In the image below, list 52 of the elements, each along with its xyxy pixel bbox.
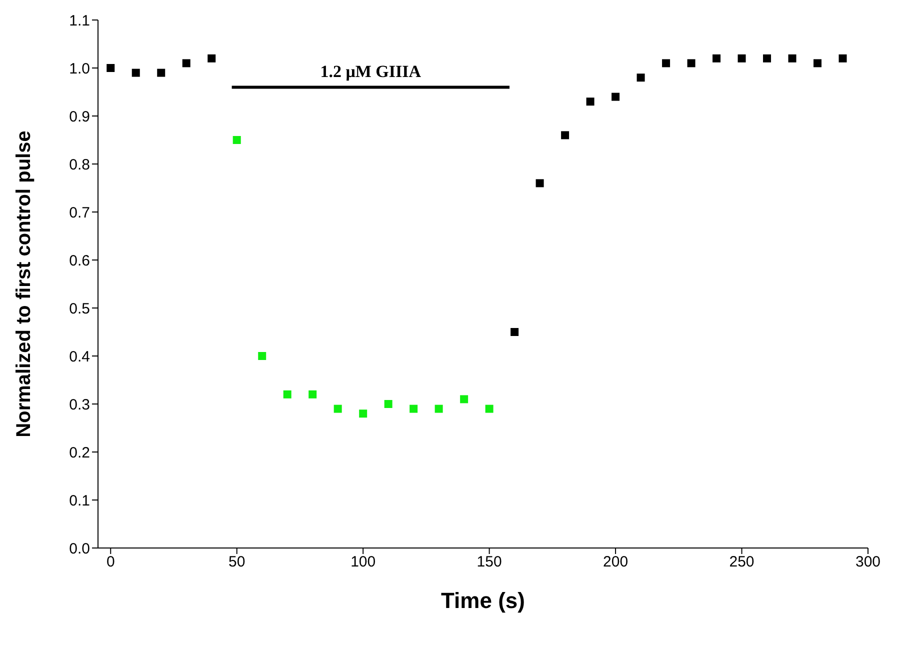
point	[763, 54, 772, 62]
x-tick-label: 300	[855, 554, 881, 571]
y-axis-title: Normalized to first control pulse	[13, 130, 36, 438]
x-tick-label: 150	[476, 554, 502, 571]
y-tick-label: 0.0	[69, 540, 90, 558]
x-tick-label: 0	[106, 554, 115, 571]
y-tick-label: 0.3	[69, 396, 90, 414]
x-tick-label: 200	[603, 554, 628, 571]
point	[434, 404, 443, 413]
point	[384, 400, 392, 408]
point	[258, 352, 266, 360]
point	[232, 136, 241, 144]
point	[308, 390, 317, 398]
point	[182, 59, 190, 68]
point	[687, 59, 696, 68]
point	[738, 54, 746, 62]
point	[410, 404, 418, 413]
point	[586, 98, 594, 106]
point	[485, 404, 494, 413]
y-tick-label: 0.6	[69, 252, 90, 270]
y-tick-label: 0.9	[69, 108, 90, 126]
point	[561, 131, 570, 140]
point	[460, 395, 468, 404]
y-tick-label: 0.7	[69, 204, 90, 222]
point	[157, 68, 166, 77]
y-tick-label: 1.1	[69, 12, 90, 30]
point	[838, 54, 847, 62]
x-axis-title: Time (s)	[441, 588, 525, 613]
point	[788, 54, 796, 62]
point	[208, 54, 216, 62]
x-tick-label: 50	[228, 554, 246, 571]
point	[636, 74, 645, 82]
y-tick-label: 0.5	[69, 300, 90, 318]
point	[536, 179, 544, 188]
point	[106, 64, 115, 72]
y-tick-label: 0.8	[69, 156, 90, 174]
point	[283, 390, 292, 398]
point	[662, 59, 670, 68]
point	[359, 410, 368, 418]
y-tick-label: 0.2	[69, 444, 90, 462]
y-tick-label: 0.1	[69, 492, 90, 510]
point	[132, 68, 140, 77]
point	[334, 404, 342, 413]
y-tick-label: 0.4	[69, 348, 90, 366]
point	[712, 54, 721, 62]
point	[814, 59, 822, 68]
x-tick-label: 250	[729, 554, 754, 571]
annotation: 1.2 μM GIIIA	[320, 62, 422, 82]
x-tick-label: 100	[350, 554, 376, 571]
point	[510, 328, 519, 336]
point	[612, 92, 620, 101]
y-tick-label: 1.0	[69, 60, 90, 78]
